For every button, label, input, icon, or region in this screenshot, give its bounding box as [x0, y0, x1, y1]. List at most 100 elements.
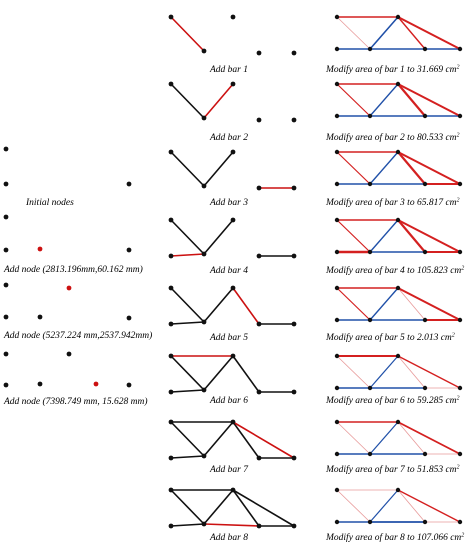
node: [367, 181, 373, 187]
node: [422, 181, 428, 187]
truss-bar: [336, 219, 371, 253]
node: [168, 217, 174, 223]
left-caption: Add node (2813.196mm,60.162 mm): [3, 264, 143, 275]
node: [334, 451, 340, 457]
node: [256, 321, 262, 327]
node: [334, 419, 340, 425]
right-caption-text: Modify area of bar 2 to 80.533 cm: [325, 132, 457, 143]
truss-bar: [397, 287, 461, 321]
middle-frame-5: Add bar 5: [168, 285, 297, 343]
right-caption-text: Modify area of bar 5 to 2.013 cm: [325, 332, 452, 343]
node: [334, 285, 340, 291]
node: [395, 285, 401, 291]
new-bar: [232, 287, 260, 325]
node: [334, 217, 340, 223]
middle-caption: Add bar 2: [209, 133, 248, 143]
node: [334, 149, 340, 155]
new-bar: [170, 253, 205, 257]
node: [230, 81, 236, 87]
node: [334, 249, 340, 255]
node: [230, 285, 236, 291]
node: [395, 81, 401, 87]
new-bar: [203, 83, 234, 119]
node: [168, 253, 174, 259]
node: [3, 351, 9, 357]
node: [201, 115, 207, 121]
truss-bar: [369, 355, 399, 389]
truss-bar: [336, 421, 371, 455]
unit-superscript: 2: [457, 396, 460, 402]
node: [334, 181, 340, 187]
node: [3, 247, 9, 253]
node: [367, 317, 373, 323]
middle-frame-4: Add bar 4: [168, 217, 297, 276]
truss-bar: [336, 287, 371, 321]
right-frame-6: Modify area of bar 6 to 59.285 cm2: [325, 353, 463, 406]
truss-bar: [336, 489, 371, 523]
node: [334, 487, 340, 493]
unit-superscript: 2: [457, 65, 460, 71]
node: [126, 247, 132, 253]
node: [126, 181, 132, 187]
bar: [203, 355, 234, 391]
truss-bar: [397, 151, 461, 185]
truss-bar: [397, 83, 461, 117]
node: [126, 382, 132, 388]
right-frame-8: Modify area of bar 8 to 107.066 cm2: [325, 487, 464, 543]
node: [256, 389, 262, 395]
right-caption: Modify area of bar 7 to 51.853 cm2: [325, 464, 460, 475]
node: [168, 321, 174, 327]
truss-bar: [397, 16, 461, 50]
middle-caption: Add bar 8: [209, 533, 248, 543]
node: [201, 521, 207, 527]
node: [367, 113, 373, 119]
bar: [203, 489, 234, 525]
node: [256, 253, 262, 259]
node: [367, 519, 373, 525]
node: [37, 246, 43, 252]
right-caption-text: Modify area of bar 7 to 51.853 cm: [325, 464, 457, 475]
new-bar: [203, 523, 260, 527]
bar: [170, 355, 205, 391]
node: [457, 385, 463, 391]
node: [37, 381, 43, 387]
left-caption: Add node (7398.749 mm, 15.628 mm): [3, 396, 148, 407]
node: [457, 519, 463, 525]
right-caption-text: Modify area of bar 1 to 31.669 cm: [325, 64, 457, 75]
truss-bar: [397, 421, 461, 455]
node: [256, 523, 262, 529]
truss-bar: [369, 83, 399, 117]
right-frame-5: Modify area of bar 5 to 2.013 cm2: [325, 285, 463, 343]
node: [66, 285, 72, 291]
right-caption-text: Modify area of bar 8 to 107.066 cm: [325, 532, 461, 543]
node: [201, 251, 207, 257]
node: [256, 50, 262, 56]
node: [457, 181, 463, 187]
truss-bar: [369, 16, 399, 50]
node: [291, 253, 297, 259]
unit-superscript: 2: [457, 465, 460, 471]
node: [126, 315, 132, 321]
bar: [170, 151, 205, 187]
node: [422, 519, 428, 525]
node: [457, 317, 463, 323]
bar: [170, 455, 205, 459]
right-frame-7: Modify area of bar 7 to 51.853 cm2: [325, 419, 463, 475]
node: [291, 50, 297, 56]
unit-superscript: 2: [452, 333, 455, 339]
right-caption: Modify area of bar 8 to 107.066 cm2: [325, 532, 464, 543]
bar: [170, 523, 205, 527]
left-frame-3: Add node (5237.224 mm,2537.942mm): [3, 282, 152, 341]
node: [395, 353, 401, 359]
node: [168, 285, 174, 291]
node: [3, 314, 9, 320]
node: [201, 453, 207, 459]
left-frame-1: Initial nodes: [3, 146, 132, 208]
node: [230, 149, 236, 155]
node: [3, 146, 9, 152]
node: [367, 46, 373, 52]
node: [334, 14, 340, 20]
truss-bar: [397, 287, 426, 321]
right-caption-text: Modify area of bar 4 to 105.823 cm: [325, 265, 461, 276]
left-frame-2: Add node (2813.196mm,60.162 mm): [3, 214, 143, 275]
